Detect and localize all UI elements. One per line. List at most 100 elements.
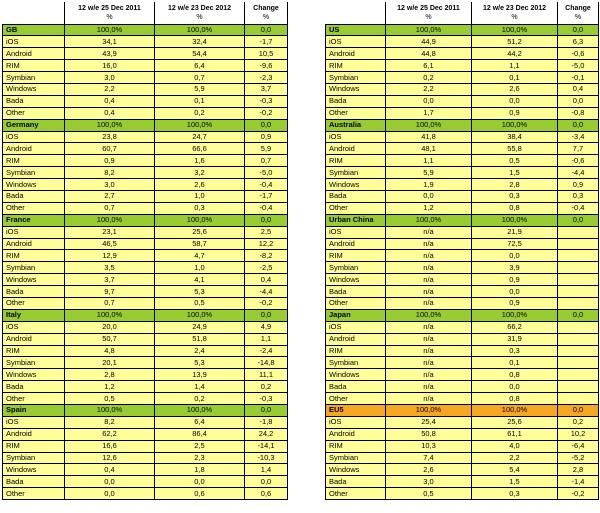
platform-name: Windows [2, 178, 65, 191]
platform-name: Symbian [325, 71, 386, 84]
value-2011: 6,1 [385, 59, 472, 73]
section-row: Urban China 100,0% 100,0% 0,0 [325, 213, 599, 227]
value-change: 6,3 [557, 35, 599, 49]
table-row: Windows 2,2 5,9 3,7 [2, 82, 288, 96]
table-row: RIM 10,3 4,0 -6,4 [325, 439, 599, 453]
platform-name: Other [325, 201, 386, 215]
table-row: Symbian n/a 0,1 [325, 356, 599, 370]
value-change: -9,6 [244, 59, 288, 73]
platform-name: Android [2, 427, 65, 441]
header-blank [325, 2, 386, 24]
value-2012: 100,0% [154, 308, 245, 322]
value-2012: 100,0% [154, 213, 245, 227]
value-2012: 6,4 [154, 59, 245, 73]
value-change [557, 273, 599, 287]
platform-name: iOS [325, 320, 386, 334]
value-2012: 25,6 [154, 225, 245, 239]
section-row: GB 100,0% 100,0% 0,0 [2, 23, 288, 37]
value-2011: 3,5 [64, 261, 155, 275]
value-change: 0,0 [557, 404, 599, 417]
region-name: US [325, 23, 386, 37]
value-2012: 1,5 [471, 475, 558, 489]
table-row: Windows 0,4 1,8 1,4 [2, 463, 288, 477]
table-row: Other 0,7 0,5 -0,2 [2, 296, 288, 310]
table-row: Bada 0,4 0,1 -0,3 [2, 94, 288, 108]
value-2011: 0,7 [64, 201, 155, 215]
value-2012: 100,0% [471, 404, 558, 417]
platform-name: RIM [2, 154, 65, 168]
value-2012: 0,8 [471, 392, 558, 405]
value-2011: 0,4 [64, 463, 155, 477]
value-change: 0,0 [557, 94, 599, 108]
platform-name: Android [325, 47, 386, 61]
platform-name: Bada [2, 189, 65, 203]
value-2011: 100,0% [385, 118, 472, 132]
table-row: Symbian 3,0 0,7 -2,3 [2, 71, 288, 84]
value-change: -0,2 [244, 106, 288, 120]
value-change: 0,0 [244, 118, 288, 132]
value-2011: 62,2 [64, 427, 155, 441]
platform-name: Other [2, 106, 65, 120]
value-change: 0,0 [557, 308, 599, 322]
value-2012: 58,7 [154, 237, 245, 251]
value-change: 1,1 [244, 332, 288, 346]
value-2012: 0,1 [471, 71, 558, 84]
table-row: RIM n/a 0,0 [325, 249, 599, 263]
table-row: RIM 1,1 0,5 -0,6 [325, 154, 599, 168]
value-change: 0,0 [244, 308, 288, 322]
platform-name: Symbian [325, 451, 386, 465]
table-row: Symbian 3,5 1,0 -2,5 [2, 261, 288, 275]
platform-name: RIM [2, 249, 65, 263]
value-2011: n/a [385, 368, 472, 382]
value-2012: 86,4 [154, 427, 245, 441]
value-change: 0,9 [557, 178, 599, 191]
platform-name: Bada [2, 94, 65, 108]
value-2012: 44,2 [471, 47, 558, 61]
table-row: RIM 16,6 2,5 -14,1 [2, 439, 288, 453]
value-2012: 66,2 [471, 320, 558, 334]
value-change: 0,7 [244, 154, 288, 168]
table-row: Symbian 12,6 2,3 -10,3 [2, 451, 288, 465]
value-change: -2,4 [244, 344, 288, 358]
value-change: 3,7 [244, 82, 288, 96]
value-change: 2,5 [244, 225, 288, 239]
value-change: 1,4 [244, 463, 288, 477]
value-2012: 21,9 [471, 225, 558, 239]
table-row: Symbian 5,9 1,5 -4,4 [325, 166, 599, 180]
value-change: 0,0 [557, 23, 599, 37]
value-change: 5,9 [244, 142, 288, 156]
value-2012: 51,8 [154, 332, 245, 346]
table-row: iOS 25,4 25,6 0,2 [325, 415, 599, 429]
header-change: Change% [244, 2, 288, 25]
table-row: Other n/a 0,9 [325, 296, 599, 310]
value-2011: 3,0 [64, 178, 155, 191]
platform-name: Windows [325, 463, 386, 477]
table-row: Windows n/a 0,9 [325, 273, 599, 287]
platform-name: Symbian [325, 261, 386, 275]
value-change [557, 249, 599, 263]
table-row: iOS n/a 66,2 [325, 320, 599, 334]
platform-name: Android [2, 332, 65, 346]
value-2012: 0,3 [471, 189, 558, 203]
value-change: 0,6 [244, 487, 288, 501]
value-2011: 1,7 [385, 106, 472, 120]
value-change: -2,5 [244, 261, 288, 275]
value-2011: 2,8 [64, 368, 155, 382]
platform-name: iOS [2, 225, 65, 239]
value-change: -8,2 [244, 249, 288, 263]
value-change: -2,3 [244, 71, 288, 84]
table-row: Android 44,8 44,2 -0,6 [325, 47, 599, 61]
value-change: 0,0 [557, 213, 599, 227]
value-change: -14,8 [244, 356, 288, 370]
section-row: Italy 100,0% 100,0% 0,0 [2, 308, 288, 322]
value-2011: n/a [385, 320, 472, 334]
value-2011: 0,0 [385, 189, 472, 203]
table-row: Other 0,5 0,3 -0,2 [325, 487, 599, 501]
value-2012: 0,2 [154, 392, 245, 405]
value-2012: 100,0% [471, 118, 558, 132]
platform-name: Windows [2, 82, 65, 96]
value-2011: 2,6 [385, 463, 472, 477]
section-row: Spain 100,0% 100,0% 0,0 [2, 404, 288, 417]
value-change: 0,0 [244, 475, 288, 489]
platform-name: RIM [2, 439, 65, 453]
